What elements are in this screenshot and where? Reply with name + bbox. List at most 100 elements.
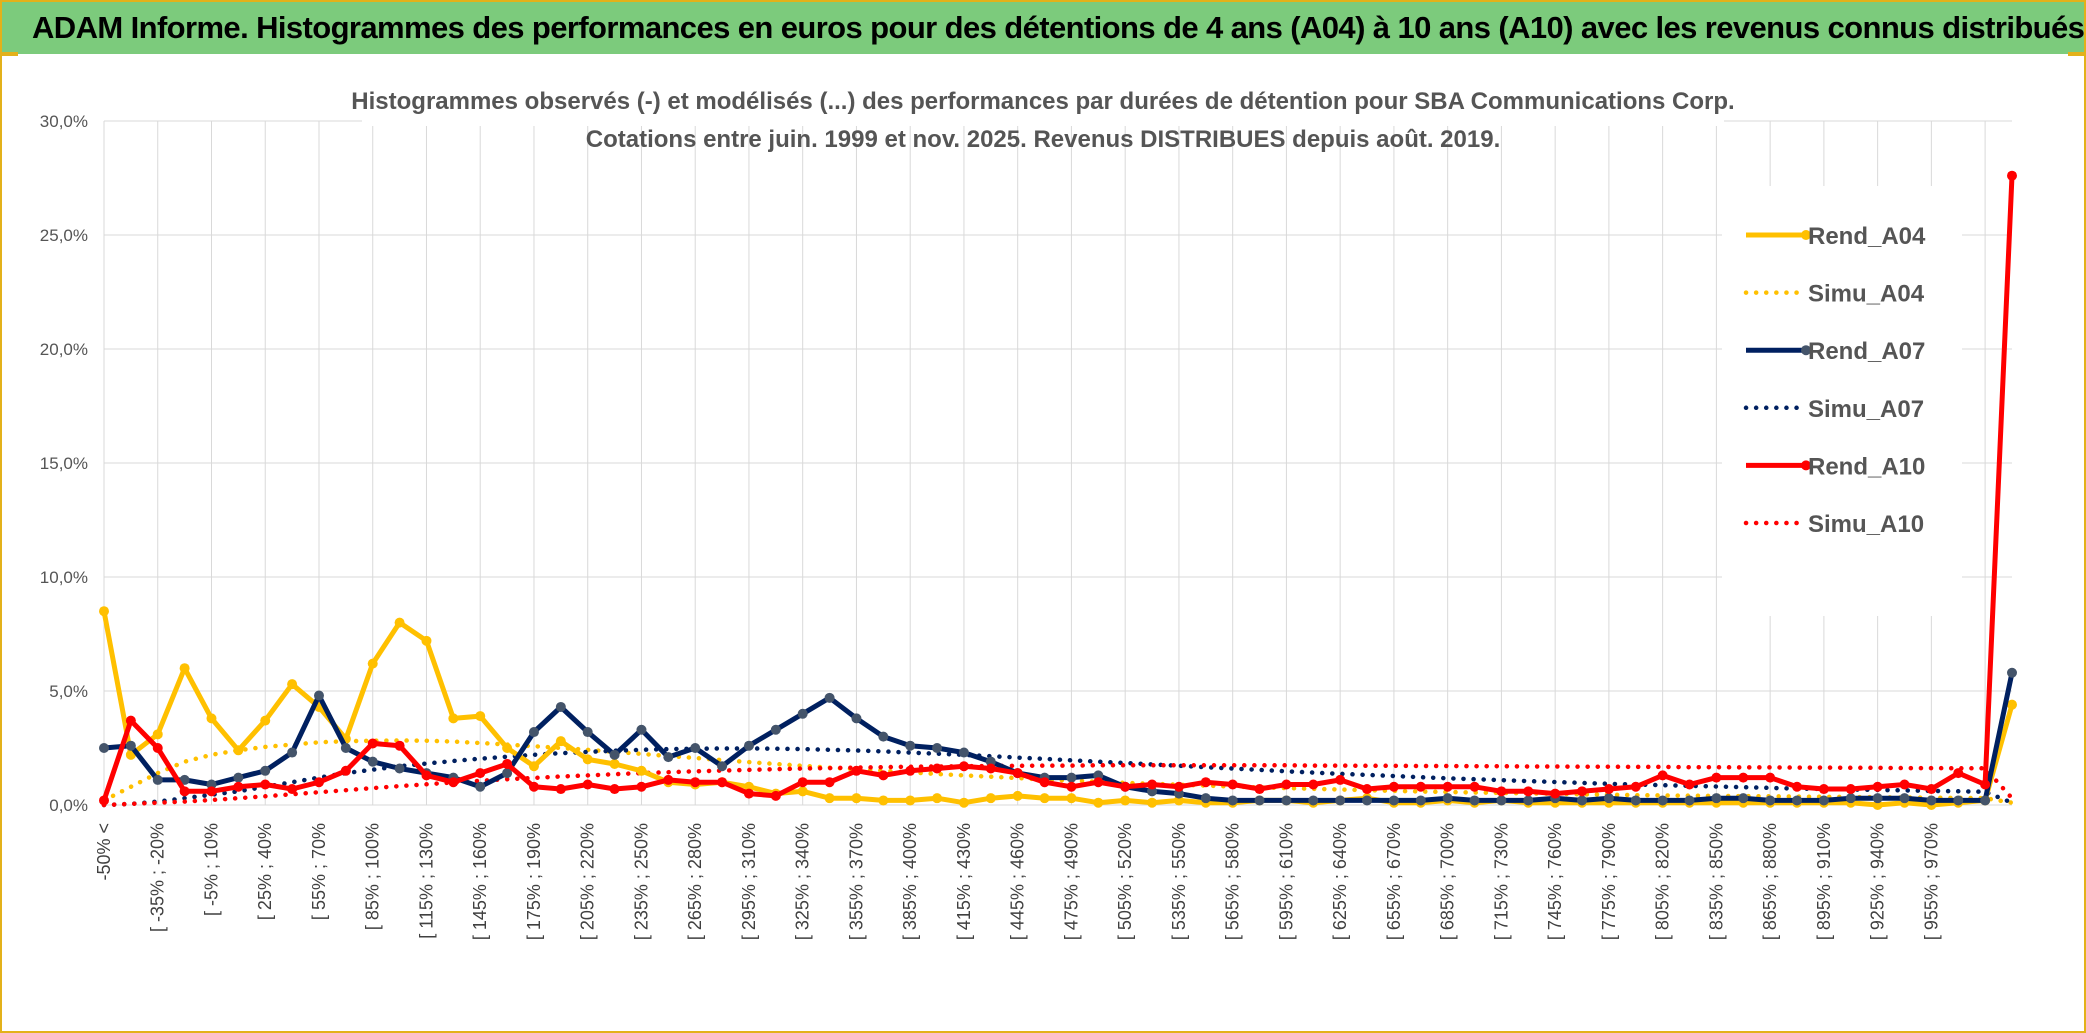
legend-marker-rend-a07 bbox=[1801, 345, 1811, 356]
x-tick-label: [ 385% ; 400% bbox=[900, 823, 920, 940]
data-point-rend-a10 bbox=[1818, 784, 1829, 795]
data-point-rend-a10 bbox=[717, 777, 728, 788]
x-tick-label: [ 205% ; 220% bbox=[578, 823, 598, 940]
data-point-rend-a07 bbox=[179, 774, 190, 785]
x-tick-label: [ 625% ; 640% bbox=[1330, 823, 1350, 940]
data-point-rend-a10 bbox=[1066, 781, 1077, 792]
data-point-rend-a04 bbox=[421, 635, 432, 646]
data-point-rend-a10 bbox=[313, 777, 324, 788]
data-point-rend-a04 bbox=[905, 795, 916, 806]
x-tick-label: [ 115% ; 130% bbox=[416, 823, 436, 939]
data-point-rend-a07 bbox=[313, 690, 324, 701]
data-point-rend-a10 bbox=[1227, 779, 1238, 790]
x-tick-label: [ 505% ; 520% bbox=[1115, 823, 1135, 940]
data-point-rend-a07 bbox=[1577, 795, 1588, 806]
data-point-rend-a07 bbox=[1711, 793, 1722, 804]
legend-label-simu-a04: Simu_A04 bbox=[1808, 281, 1925, 308]
x-tick-label: [ 175% ; 190% bbox=[524, 823, 544, 940]
data-point-rend-a04 bbox=[152, 729, 163, 740]
data-point-rend-a07 bbox=[1657, 795, 1668, 806]
data-point-rend-a04 bbox=[797, 786, 808, 797]
chart-subtitle: Cotations entre juin. 1999 et nov. 2025.… bbox=[586, 126, 1500, 153]
legend-marker-rend-a04 bbox=[1801, 230, 1811, 240]
data-point-rend-a07 bbox=[985, 756, 996, 767]
data-point-rend-a04 bbox=[260, 715, 271, 726]
data-point-rend-a10 bbox=[1550, 788, 1561, 799]
data-point-rend-a04 bbox=[1093, 797, 1104, 808]
data-point-rend-a07 bbox=[1308, 795, 1319, 806]
data-point-rend-a07 bbox=[1738, 793, 1749, 804]
data-point-rend-a10 bbox=[287, 784, 298, 795]
data-point-rend-a10 bbox=[1281, 779, 1292, 790]
data-point-rend-a10 bbox=[1388, 781, 1399, 792]
legend: Rend_A04 Simu_A04 Rend_A07 Simu_A07 Rend_A10… bbox=[1743, 223, 1926, 538]
data-point-rend-a10 bbox=[152, 743, 163, 753]
data-point-rend-a10 bbox=[2007, 170, 2017, 181]
x-tick-label: [ 325% ; 340% bbox=[793, 823, 813, 940]
data-point-rend-a07 bbox=[394, 763, 405, 774]
data-point-rend-a07 bbox=[1388, 795, 1399, 806]
y-tick-label: 15,0% bbox=[40, 454, 88, 473]
x-tick-label: [ 595% ; 610% bbox=[1276, 823, 1296, 940]
data-point-rend-a07 bbox=[260, 765, 271, 776]
data-point-rend-a04 bbox=[367, 658, 378, 669]
x-tick-label: [ -35% ; -20% bbox=[148, 823, 168, 932]
data-point-rend-a10 bbox=[1039, 777, 1050, 788]
data-point-rend-a10 bbox=[1469, 781, 1480, 792]
data-point-rend-a10 bbox=[394, 740, 405, 751]
data-point-rend-a04 bbox=[394, 617, 405, 628]
x-tick-label: [ 25% ; 40% bbox=[255, 823, 275, 920]
data-point-rend-a10 bbox=[1120, 781, 1131, 792]
x-tick-label: [ 715% ; 730% bbox=[1491, 823, 1511, 940]
data-point-rend-a07 bbox=[1953, 795, 1964, 806]
data-point-rend-a07 bbox=[287, 747, 298, 758]
series-line-simu-a04 bbox=[101, 738, 2015, 805]
data-point-rend-a04 bbox=[609, 758, 620, 769]
data-point-rend-a10 bbox=[1738, 772, 1749, 783]
legend-label-simu-a10: Simu_A10 bbox=[1808, 511, 1924, 538]
data-point-rend-a04 bbox=[448, 713, 459, 724]
data-point-rend-a10 bbox=[502, 758, 513, 769]
data-point-rend-a10 bbox=[582, 779, 593, 790]
x-axis-labels: -50% < [ -35% ; -20% [ -5% ; 10% [ 25% ; 40… bbox=[94, 823, 1941, 940]
data-point-rend-a07 bbox=[958, 747, 969, 758]
data-point-rend-a04 bbox=[1120, 795, 1131, 806]
x-tick-label: [ 565% ; 580% bbox=[1223, 823, 1243, 940]
data-point-rend-a07 bbox=[1362, 795, 1373, 806]
data-point-rend-a07 bbox=[367, 756, 378, 767]
data-point-rend-a07 bbox=[905, 740, 916, 751]
series-layer bbox=[99, 170, 2017, 810]
x-tick-label: [ 775% ; 790% bbox=[1599, 823, 1619, 940]
data-point-rend-a04 bbox=[743, 781, 754, 792]
data-point-rend-a10 bbox=[1792, 781, 1803, 792]
data-point-rend-a10 bbox=[1980, 779, 1991, 790]
data-point-rend-a10 bbox=[448, 777, 459, 788]
data-point-rend-a10 bbox=[1899, 779, 1910, 790]
data-point-rend-a10 bbox=[528, 781, 539, 792]
x-tick-label: [ 535% ; 550% bbox=[1169, 823, 1189, 940]
data-point-rend-a07 bbox=[717, 761, 728, 772]
data-point-rend-a07 bbox=[1980, 795, 1991, 806]
legend-label-rend-a10: Rend_A10 bbox=[1808, 453, 1925, 480]
data-point-rend-a07 bbox=[340, 743, 351, 753]
banner-title: ADAM Informe. Histogrammes des performan… bbox=[32, 10, 2085, 45]
data-point-rend-a07 bbox=[1227, 795, 1238, 806]
data-point-rend-a07 bbox=[878, 731, 889, 742]
data-point-rend-a10 bbox=[233, 781, 244, 792]
chart-title: Histogrammes observés (-) et modélisés (… bbox=[351, 88, 1734, 115]
data-point-rend-a10 bbox=[367, 738, 378, 749]
y-tick-label: 30,0% bbox=[40, 112, 88, 131]
data-point-rend-a07 bbox=[1630, 795, 1641, 806]
x-tick-label: [ 295% ; 310% bbox=[739, 823, 759, 940]
data-point-rend-a10 bbox=[1926, 784, 1937, 795]
data-point-rend-a04 bbox=[1066, 793, 1077, 804]
x-tick-label: [ 685% ; 700% bbox=[1438, 823, 1458, 940]
data-point-rend-a10 bbox=[1200, 777, 1211, 788]
data-point-rend-a07 bbox=[1523, 795, 1534, 806]
x-tick-label: [ 745% ; 760% bbox=[1545, 823, 1565, 940]
data-point-rend-a04 bbox=[582, 754, 593, 765]
data-point-rend-a10 bbox=[743, 788, 754, 799]
data-point-rend-a10 bbox=[1711, 772, 1722, 783]
data-point-rend-a10 bbox=[1603, 784, 1614, 795]
report-banner: ADAM Informe. Histogrammes des performan… bbox=[2, 2, 2085, 54]
